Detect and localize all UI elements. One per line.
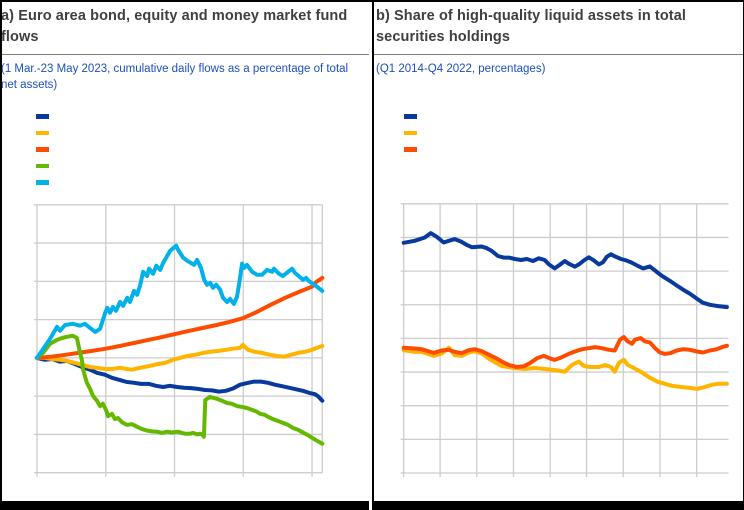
panel-b-title-rule xyxy=(372,54,744,56)
frame-border-bottom-right xyxy=(374,501,744,510)
line-series-dark-blue-panel-a xyxy=(35,355,325,403)
line-series-light-blue-panel-a xyxy=(35,243,325,360)
legend-swatch-orange-red-series xyxy=(404,147,417,152)
panel-divider xyxy=(371,0,374,510)
panel-b-legend xyxy=(404,114,417,152)
line-series-yellow-panel-b xyxy=(401,345,729,391)
line-series-dark-blue-panel-b xyxy=(401,231,729,310)
frame-border-bottom-left xyxy=(0,501,369,510)
frame-border-left xyxy=(0,0,2,510)
plot-frame xyxy=(403,203,729,474)
legend-swatch-dark-blue-series xyxy=(36,114,49,119)
legend-swatch-yellow-series xyxy=(404,130,417,135)
plot-frame xyxy=(36,204,323,474)
line-series-yellow-panel-a xyxy=(35,342,325,372)
legend-swatch-orange-red-series xyxy=(36,147,49,152)
line-series-orange-red-panel-a xyxy=(35,275,325,360)
legend-swatch-yellow-series xyxy=(36,130,49,135)
legend-swatch-green-series xyxy=(36,163,49,168)
panel-b-title: b) Share of high-quality liquid assets i… xyxy=(376,8,687,45)
panel-a-title: a) Euro area bond, equity and money mark… xyxy=(1,8,348,45)
legend-swatch-light-blue-series xyxy=(36,180,49,185)
line-series-green-panel-a xyxy=(35,333,325,446)
legend-swatch-dark-blue-series xyxy=(404,114,417,119)
line-series-orange-red-panel-b xyxy=(401,335,729,369)
panel-a-subtitle: (1 Mar.-23 May 2023, cumulative daily fl… xyxy=(1,63,349,91)
panel-a-legend xyxy=(36,114,49,185)
panel-a-title-rule xyxy=(0,54,369,56)
frame-border-right xyxy=(742,0,744,510)
panel-b-subtitle: (Q1 2014-Q4 2022, percentages) xyxy=(376,63,546,75)
